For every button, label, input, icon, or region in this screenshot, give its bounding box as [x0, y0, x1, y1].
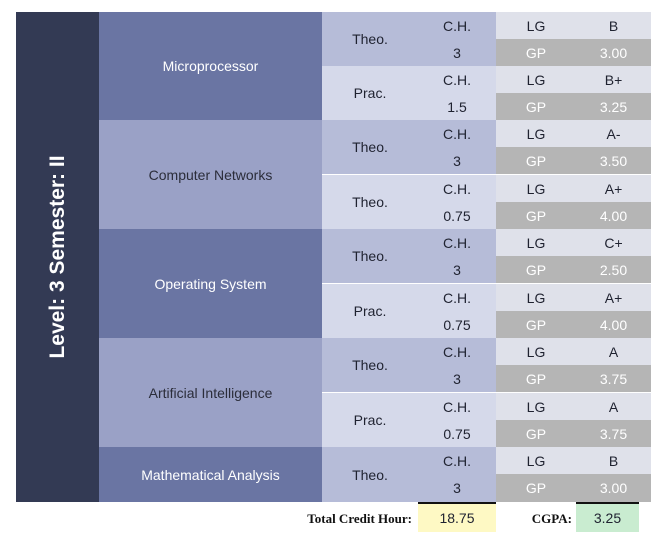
gp-label: GP	[496, 202, 576, 229]
ch-value: 0.75	[418, 420, 496, 447]
type-cell: Theo.	[322, 120, 418, 174]
type-cell: Theo.	[322, 175, 418, 229]
ch-label: C.H.	[418, 229, 496, 256]
gp-value: 4.00	[576, 311, 651, 338]
gp-label: GP	[496, 147, 576, 174]
level-semester-label: Level: 3 Semester: II	[45, 155, 69, 359]
lg-value: A-	[576, 120, 651, 147]
course-name-microprocessor: Microprocessor	[99, 12, 322, 120]
gp-label: GP	[496, 93, 576, 120]
ch-value: 3	[418, 256, 496, 283]
ch-label: C.H.	[418, 284, 496, 311]
lg-value: A	[576, 338, 651, 365]
level-semester-banner: Level: 3 Semester: II	[16, 12, 99, 502]
lg-value: B+	[576, 66, 651, 93]
ch-label: C.H.	[418, 12, 496, 39]
lg-label: LG	[496, 229, 576, 256]
ch-label: C.H.	[418, 338, 496, 365]
gp-label: GP	[496, 311, 576, 338]
type-cell: Prac.	[322, 66, 418, 120]
ch-value: 3	[418, 147, 496, 174]
lg-label: LG	[496, 66, 576, 93]
type-cell: Theo.	[322, 229, 418, 283]
ch-value: 3	[418, 474, 496, 502]
course-name-operating-system: Operating System	[99, 229, 322, 338]
total-credit-hour-value: 18.75	[418, 502, 496, 532]
gp-value: 2.50	[576, 256, 651, 283]
lg-value: A+	[576, 284, 651, 311]
lg-value: C+	[576, 229, 651, 256]
ch-value: 3	[418, 365, 496, 392]
gp-value: 3.25	[576, 93, 651, 120]
ch-value: 3	[418, 39, 496, 66]
type-cell: Theo.	[322, 12, 418, 66]
gp-value: 3.00	[576, 39, 651, 66]
lg-label: LG	[496, 12, 576, 39]
gp-label: GP	[496, 420, 576, 447]
cgpa-label: CGPA:	[531, 511, 572, 526]
ch-label: C.H.	[418, 393, 496, 420]
ch-label: C.H.	[418, 175, 496, 202]
total-credit-hour-label: Total Credit Hour:	[307, 511, 412, 526]
gp-value: 4.00	[576, 202, 651, 229]
ch-value: 0.75	[418, 311, 496, 338]
gp-value: 3.50	[576, 147, 651, 174]
type-cell: Theo.	[322, 447, 418, 502]
ch-value: 1.5	[418, 93, 496, 120]
course-name-mathematical-analysis: Mathematical Analysis	[99, 447, 322, 502]
type-cell: Prac.	[322, 393, 418, 447]
course-name-artificial-intelligence: Artificial Intelligence	[99, 338, 322, 447]
cgpa-value: 3.25	[576, 502, 639, 532]
gp-label: GP	[496, 474, 576, 502]
ch-label: C.H.	[418, 447, 496, 474]
lg-label: LG	[496, 338, 576, 365]
lg-label: LG	[496, 284, 576, 311]
gp-label: GP	[496, 256, 576, 283]
lg-value: B	[576, 12, 651, 39]
lg-value: A	[576, 393, 651, 420]
lg-value: A+	[576, 175, 651, 202]
lg-label: LG	[496, 120, 576, 147]
gp-value: 3.75	[576, 420, 651, 447]
lg-label: LG	[496, 447, 576, 474]
lg-label: LG	[496, 393, 576, 420]
gp-value: 3.00	[576, 474, 651, 502]
gp-label: GP	[496, 39, 576, 66]
ch-value: 0.75	[418, 202, 496, 229]
type-cell: Theo.	[322, 338, 418, 392]
lg-value: B	[576, 447, 651, 474]
ch-label: C.H.	[418, 120, 496, 147]
gp-label: GP	[496, 365, 576, 392]
gp-value: 3.75	[576, 365, 651, 392]
type-cell: Prac.	[322, 284, 418, 338]
ch-label: C.H.	[418, 66, 496, 93]
lg-label: LG	[496, 175, 576, 202]
course-name-computer-networks: Computer Networks	[99, 120, 322, 229]
